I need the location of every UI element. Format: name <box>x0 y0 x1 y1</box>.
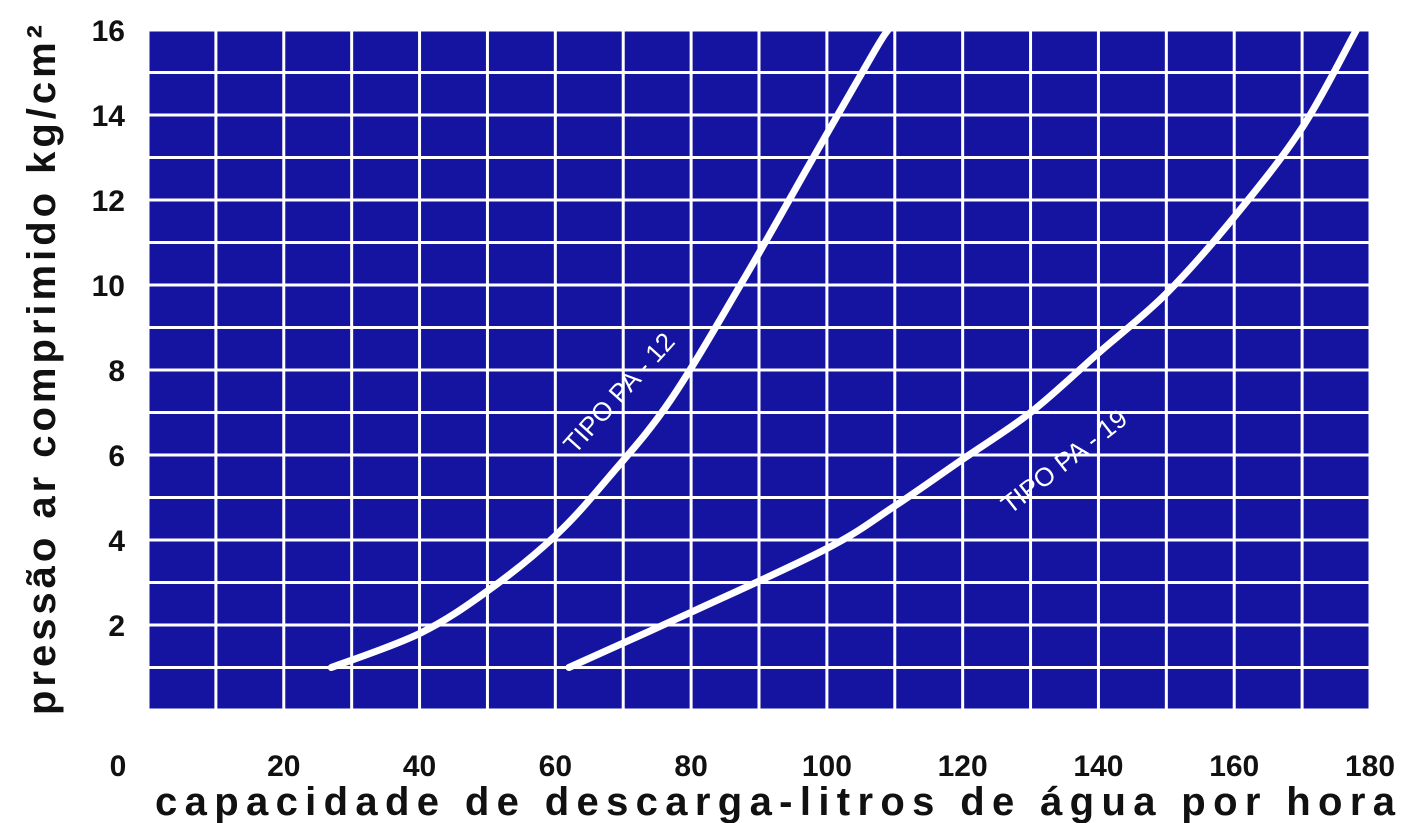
y-tick-label: 14 <box>92 100 126 133</box>
y-tick-label: 4 <box>108 525 125 558</box>
y-tick-label: 16 <box>92 15 125 48</box>
x-tick-label: 20 <box>267 750 300 783</box>
x-tick-label: 0 <box>110 750 127 783</box>
x-tick-label: 120 <box>938 750 988 783</box>
y-tick-label: 2 <box>108 610 125 643</box>
y-tick-label: 8 <box>108 355 125 388</box>
x-tick-labels: 0 20 40 60 80 100 120 140 160 180 <box>110 750 1395 783</box>
series-line-1 <box>327 26 892 671</box>
x-tick-label: 80 <box>674 750 707 783</box>
x-tick-label: 40 <box>403 750 436 783</box>
y-tick-labels: 2 4 6 8 10 12 14 16 <box>92 15 126 643</box>
y-axis-label: pressão ar comprimido kg/cm² <box>20 25 64 715</box>
series-line-2 <box>565 26 1360 671</box>
x-tick-label: 180 <box>1345 750 1395 783</box>
x-tick-label: 100 <box>802 750 852 783</box>
y-tick-label: 12 <box>92 185 125 218</box>
curves <box>327 26 1360 671</box>
x-tick-label: 60 <box>539 750 572 783</box>
y-tick-label: 6 <box>108 440 125 473</box>
y-tick-label: 10 <box>92 270 125 303</box>
grid <box>146 28 1372 712</box>
x-axis-label: capacidade de descarga-litros de água po… <box>155 780 1396 823</box>
x-tick-label: 160 <box>1209 750 1259 783</box>
x-tick-label: 140 <box>1073 750 1123 783</box>
